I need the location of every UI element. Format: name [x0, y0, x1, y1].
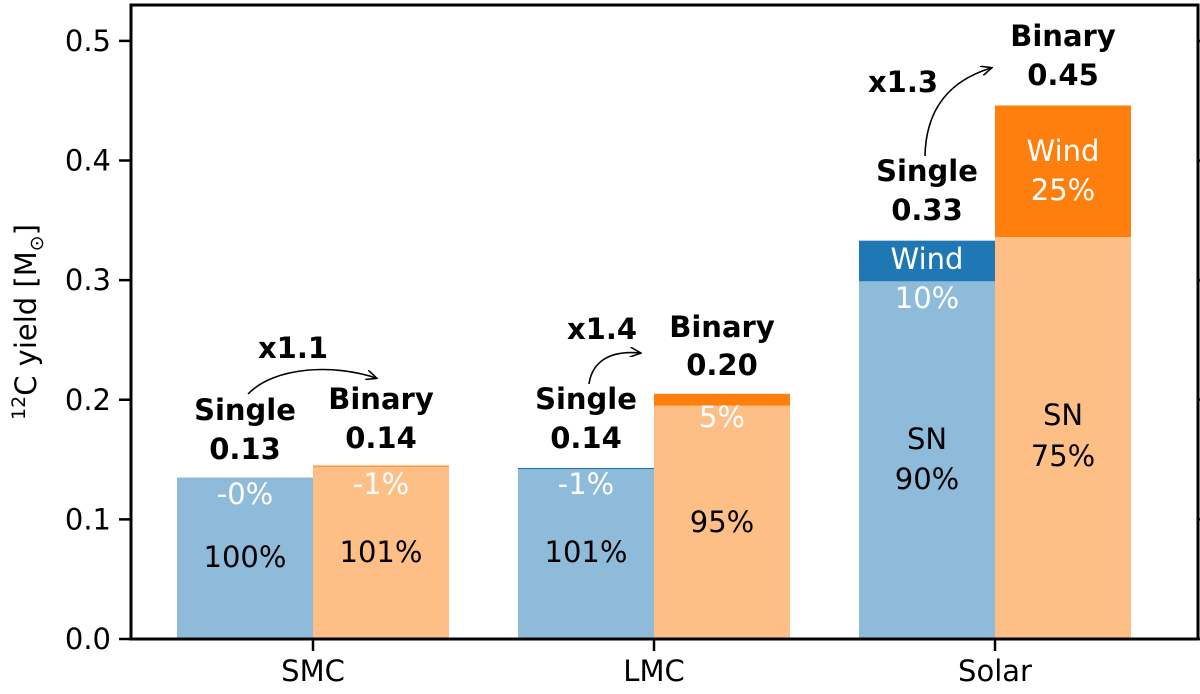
segment-label-solar-binary-wind-label-top: Wind: [1027, 134, 1100, 168]
segment-label-solar-single-sn-label-top: SN: [907, 422, 947, 456]
segment-label-smc-binary-wind-label: -1%: [353, 467, 409, 501]
annotation-smc-binary-label-title: Binary: [328, 382, 434, 416]
segment-label-lmc-single-sn-label: 101%: [545, 535, 628, 569]
annotations-layer: Single 0.13 Binary 0.14 Single 0.14 Binary 0.20…: [194, 19, 1116, 466]
bar-smc-binary-sn: [313, 466, 449, 639]
annotation-lmc-binary-label-title: Binary: [669, 310, 775, 344]
factor-label-smc: x1.1: [258, 331, 328, 365]
y-tick-label: 0.0: [65, 622, 111, 656]
annotation-smc-single-label-value: 0.13: [209, 432, 281, 466]
factor-arrow-smc: [247, 368, 376, 395]
bar-lmc-single-wind: [518, 467, 654, 470]
annotation-solar-single-label-title: Single: [876, 154, 978, 188]
y-tick-label: 0.4: [65, 144, 111, 178]
annotation-solar-binary-label-title: Binary: [1010, 19, 1116, 53]
segment-label-solar-binary-sn-label-top: SN: [1043, 398, 1083, 432]
bar-lmc-binary-sn: [654, 405, 790, 639]
y-axis-label-subscript: ⊙: [26, 235, 48, 251]
axes-layer: 0.0 0.1 0.2 0.3 0.4 0.5 SMC LMC Solar 12C yield […: [8, 3, 1200, 688]
y-axis-label-close: ]: [9, 224, 43, 235]
x-tick-label: SMC: [281, 654, 345, 688]
segment-label-smc-binary-sn-label: 101%: [340, 535, 423, 569]
y-tick-label: 0.5: [65, 24, 111, 58]
bar-lmc-binary-wind: [654, 393, 790, 406]
segment-label-lmc-binary-wind-label: 5%: [699, 400, 745, 434]
segment-label-solar-single-wind-label-top: Wind: [891, 242, 964, 276]
annotation-smc-single-label-title: Single: [194, 393, 296, 427]
y-axis-label-main: C yield [M: [9, 251, 43, 396]
segment-label-lmc-single-wind-label: -1%: [558, 467, 614, 501]
y-axis-label: 12C yield [M⊙]: [8, 224, 48, 420]
annotation-lmc-single-label-value: 0.14: [550, 421, 622, 455]
y-tick-label: 0.3: [65, 263, 111, 297]
segment-label-solar-single-sn-label: 90%: [895, 462, 959, 496]
segment-label-smc-single-wind-label: -0%: [217, 477, 273, 511]
bar-smc-binary-wind: [313, 465, 449, 467]
bar-lmc-single-sn: [518, 469, 654, 639]
y-axis-label-superscript: 12: [8, 396, 30, 420]
annotation-solar-binary-label-value: 0.45: [1027, 58, 1099, 92]
factor-arrow-lmc: [588, 353, 640, 385]
bar-solar-binary-sn: [995, 237, 1131, 639]
y-tick-label: 0.1: [65, 502, 111, 536]
bar-solar-single-wind: [859, 240, 995, 282]
bar-solar-binary-wind: [995, 105, 1131, 238]
segment-label-solar-single-wind-label: 10%: [895, 281, 959, 315]
x-tick-label: Solar: [958, 654, 1032, 688]
segment-label-solar-binary-sn-label: 75%: [1031, 439, 1095, 473]
bar-smc-single-sn: [177, 477, 313, 639]
annotation-lmc-binary-label-value: 0.20: [686, 348, 758, 382]
segment-label-smc-single-sn-label: 100%: [204, 540, 287, 574]
x-tick-label: LMC: [623, 654, 684, 688]
annotation-solar-single-label-value: 0.33: [891, 193, 963, 227]
annotation-lmc-single-label-title: Single: [535, 382, 637, 416]
annotation-smc-binary-label-value: 0.14: [345, 421, 417, 455]
factor-arrow-solar: [924, 68, 991, 157]
factor-label-lmc: x1.4: [567, 312, 637, 346]
bar-solar-single-sn: [859, 281, 995, 639]
factor-label-solar: x1.3: [868, 65, 938, 99]
y-tick-label: 0.2: [65, 383, 111, 417]
segment-label-lmc-binary-sn-label: 95%: [690, 505, 754, 539]
plot-frame: [129, 3, 1200, 641]
segment-label-solar-binary-wind-label: 25%: [1031, 173, 1095, 207]
bars-layer: -0% 100% -1% 101% -1% 101% 5% 95% Wind 10% SN 90% Wi…: [177, 105, 1131, 639]
